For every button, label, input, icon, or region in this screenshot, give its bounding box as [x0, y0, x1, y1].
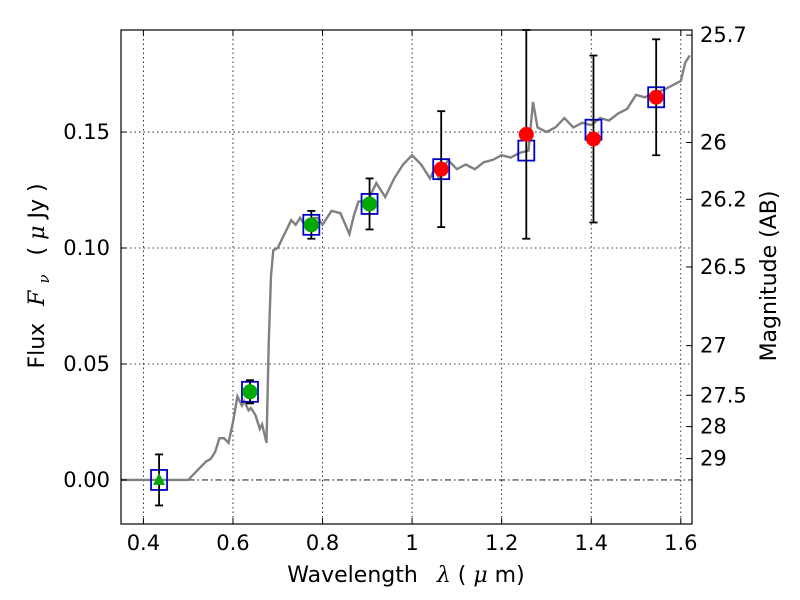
x-axis-title-unit-open: (	[458, 563, 467, 588]
x-tick-label: 1.4	[575, 531, 608, 555]
grid-lines	[121, 30, 692, 524]
y-tick-label: 0.00	[63, 468, 110, 492]
observed-point	[648, 89, 664, 105]
x-tick-label: 0.8	[306, 531, 339, 555]
right-tick-label: 25.7	[700, 23, 747, 47]
x-axis-title: Wavelength λ ( μ m)	[287, 563, 524, 588]
right-tick-label: 29	[700, 447, 727, 471]
x-axis-title-unit-rest: m)	[495, 563, 525, 588]
observed-point-triangle	[153, 472, 166, 485]
y-tick-label: 0.05	[63, 352, 110, 376]
right-tick-label: 26.2	[700, 187, 747, 211]
x-axis-title-symbol: λ	[436, 563, 451, 588]
right-tick-label: 26.5	[700, 255, 747, 279]
y-axis-title-prefix: Flux	[25, 323, 50, 369]
y-axis-title-unit-rest: Jy )	[25, 183, 50, 220]
y-axis-title-unit-open: (	[25, 240, 50, 256]
model-spectrum-line	[121, 54, 691, 482]
x-axis-title-unit-mu: μ	[473, 563, 487, 588]
y-axis-title-unit-mu: μ	[25, 226, 50, 240]
observed-photometry-markers	[153, 89, 664, 485]
y-axis-ticks: 0.00 0.05 0.10 0.15	[63, 120, 127, 492]
x-tick-label: 0.4	[127, 531, 160, 555]
right-axis-title: Magnitude (AB)	[757, 191, 782, 362]
y-axis-title-symbol: F	[25, 290, 50, 307]
observed-point	[362, 196, 378, 212]
right-tick-label: 26	[700, 130, 727, 154]
plot-frame	[120, 29, 693, 525]
y-axis-title-symbol-sub: ν	[35, 274, 53, 283]
right-tick-label: 27	[700, 334, 727, 358]
y-tick-label: 0.15	[63, 120, 110, 144]
y-tick-label: 0.10	[63, 236, 110, 260]
x-axis-title-prefix: Wavelength	[287, 563, 418, 588]
observed-point	[242, 384, 258, 400]
y-axis-title: Flux F ν ( μ Jy )	[25, 183, 55, 368]
x-tick-label: 0.6	[216, 531, 249, 555]
observed-point	[518, 126, 534, 142]
x-tick-label: 1.6	[664, 531, 697, 555]
x-axis-ticks: 0.4 0.6 0.8 1 1.2 1.4 1.6	[127, 30, 698, 555]
right-tick-label: 27.5	[700, 383, 747, 407]
observed-point	[303, 217, 319, 233]
x-tick-label: 1	[405, 531, 418, 555]
observed-point	[433, 161, 449, 177]
model-band-markers	[150, 86, 666, 491]
observed-point	[585, 131, 601, 147]
right-axis-ticks: 25.7 26 26.2 26.5 27 27.5 28 29	[686, 23, 747, 471]
right-tick-label: 28	[700, 415, 727, 439]
x-tick-label: 1.2	[485, 531, 518, 555]
